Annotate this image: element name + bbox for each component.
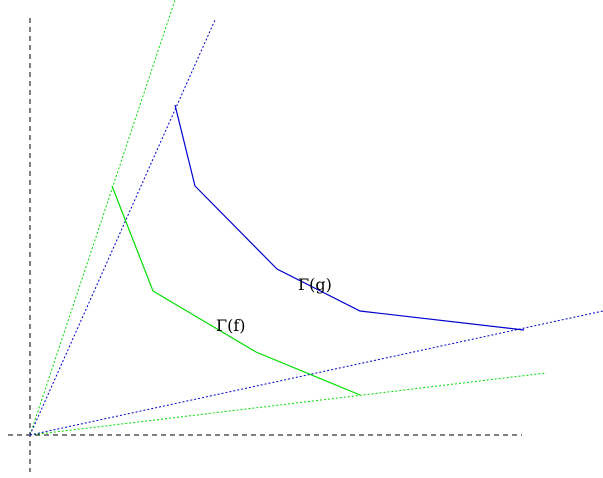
g-lower-ray <box>29 310 603 436</box>
f-graph-label: Γ(f) <box>216 316 246 335</box>
g-upper-ray <box>29 19 216 436</box>
f-lower-ray <box>29 372 547 436</box>
g-graph-label: Γ(g) <box>298 275 332 294</box>
g-graph-polyline <box>174 104 525 331</box>
f-graph-polyline <box>111 185 361 396</box>
f-upper-ray <box>29 0 176 436</box>
